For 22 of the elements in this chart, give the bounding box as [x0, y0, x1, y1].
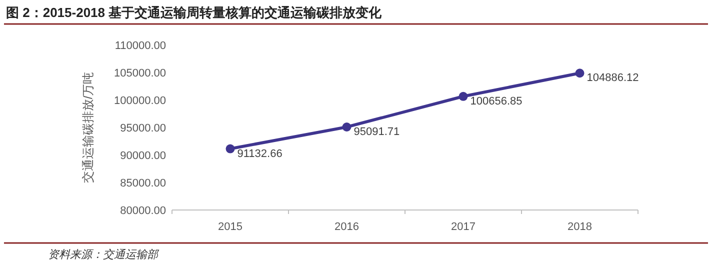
point: [458, 92, 468, 101]
x-tick-label: 2016: [334, 221, 359, 233]
x-tick-label: 2015: [218, 221, 242, 233]
point: [575, 68, 584, 78]
y-tick-label: 110000.00: [114, 40, 166, 52]
y-axis-title: 交通运输碳排放/万吨: [81, 72, 95, 184]
y-tick-label: 100000.00: [114, 95, 166, 107]
y-tick-label: 85000.00: [120, 178, 166, 190]
text: 资料来源：交通运输部: [48, 248, 160, 261]
point: [226, 144, 235, 154]
x-tick-label: 2017: [451, 221, 476, 233]
data-label: 100656.85: [470, 95, 522, 108]
data-label: 95091.71: [354, 126, 400, 138]
y-tick-label: 90000.00: [120, 150, 166, 162]
data-label: 91132.66: [237, 148, 282, 160]
y-tick-label: 80000.00: [120, 205, 166, 217]
y-tick-label: 105000.00: [114, 68, 166, 80]
y-tick-label: 95000.00: [120, 122, 166, 134]
point: [342, 122, 352, 132]
data-label: 104886.12: [586, 72, 639, 84]
x-tick-label: 2018: [568, 221, 592, 233]
chart-title: 图 2：2015-2018 基于交通运输周转量核算的交通运输碳排放变化: [6, 5, 383, 20]
